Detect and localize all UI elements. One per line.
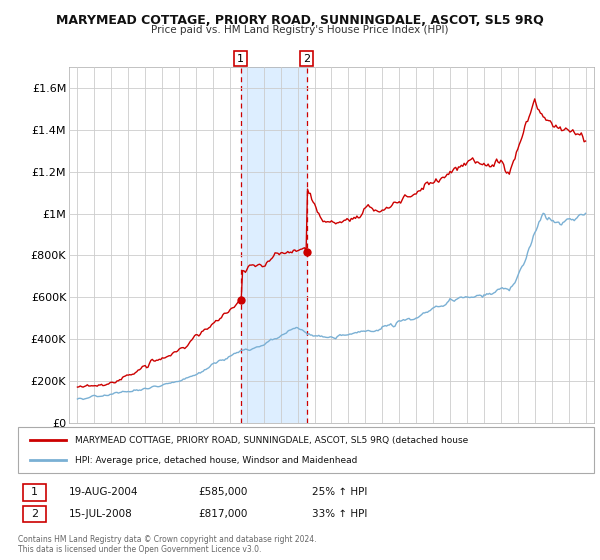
Text: 19-AUG-2004: 19-AUG-2004 xyxy=(69,487,139,497)
Text: Contains HM Land Registry data © Crown copyright and database right 2024.
This d: Contains HM Land Registry data © Crown c… xyxy=(18,535,317,554)
Text: MARYMEAD COTTAGE, PRIORY ROAD, SUNNINGDALE, ASCOT, SL5 9RQ: MARYMEAD COTTAGE, PRIORY ROAD, SUNNINGDA… xyxy=(56,14,544,27)
Text: Price paid vs. HM Land Registry's House Price Index (HPI): Price paid vs. HM Land Registry's House … xyxy=(151,25,449,35)
Text: 2: 2 xyxy=(303,54,310,64)
Text: 33% ↑ HPI: 33% ↑ HPI xyxy=(312,508,367,519)
Text: 2: 2 xyxy=(31,508,38,519)
Text: 1: 1 xyxy=(31,487,38,497)
Text: 15-JUL-2008: 15-JUL-2008 xyxy=(69,508,133,519)
Text: HPI: Average price, detached house, Windsor and Maidenhead: HPI: Average price, detached house, Wind… xyxy=(75,456,358,465)
Text: £585,000: £585,000 xyxy=(198,487,247,497)
Text: 1: 1 xyxy=(237,54,244,64)
Text: 25% ↑ HPI: 25% ↑ HPI xyxy=(312,487,367,497)
Text: MARYMEAD COTTAGE, PRIORY ROAD, SUNNINGDALE, ASCOT, SL5 9RQ (detached house: MARYMEAD COTTAGE, PRIORY ROAD, SUNNINGDA… xyxy=(75,436,468,445)
Bar xyxy=(241,67,307,423)
Text: £817,000: £817,000 xyxy=(198,508,247,519)
